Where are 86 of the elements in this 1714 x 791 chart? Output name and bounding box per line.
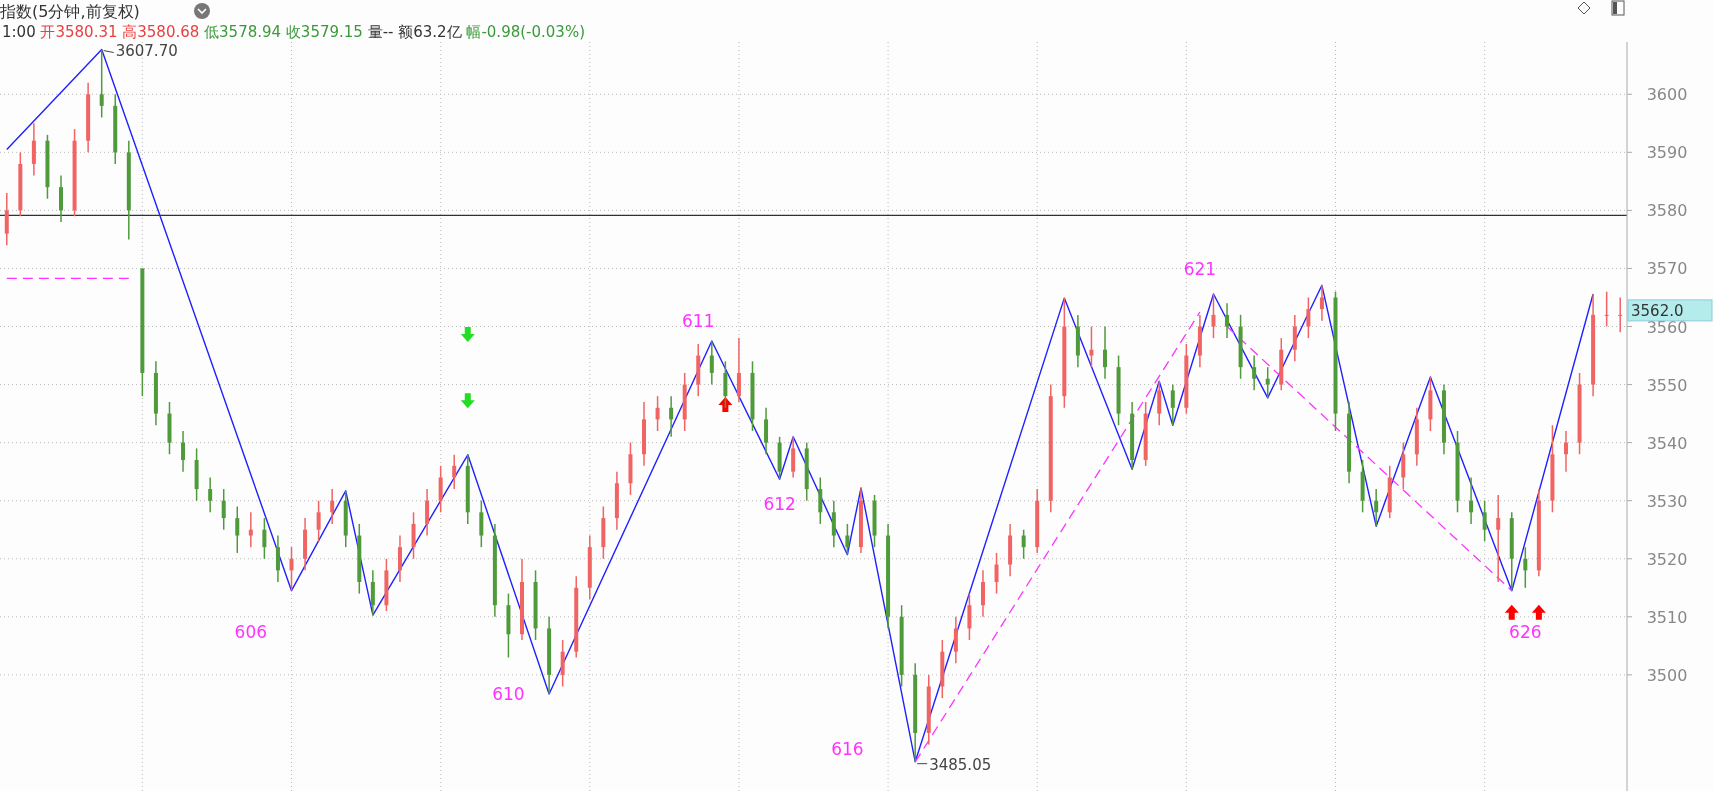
wave-label: 610	[492, 684, 525, 705]
candlestick	[845, 523, 850, 556]
chart-title: 指数(5分钟,前复权)	[0, 2, 140, 21]
candlestick	[1157, 380, 1162, 426]
data-label: 3485.05	[929, 755, 992, 774]
candlestick	[831, 499, 836, 548]
candlestick	[1482, 499, 1487, 543]
text: 收3579.15	[285, 23, 368, 41]
candlestick	[1374, 488, 1379, 527]
candlestick	[289, 546, 294, 592]
data-label: 3607.70	[115, 41, 178, 60]
wave-label: 612	[763, 494, 796, 515]
text: 量--	[367, 23, 399, 41]
price-tag: 3562.0	[1627, 299, 1713, 322]
candlestick	[655, 395, 660, 432]
candlestick	[1265, 366, 1270, 399]
candlestick	[560, 639, 565, 688]
candlestick	[1604, 290, 1609, 328]
candlestick	[1523, 546, 1528, 589]
candlestick	[425, 488, 430, 537]
candlestick	[723, 360, 728, 409]
candlestick	[31, 122, 36, 177]
candlestick	[248, 511, 253, 548]
candlestick	[1170, 383, 1175, 426]
candlestick	[1225, 302, 1230, 339]
candlestick	[99, 48, 104, 119]
y-tick-label: 3540	[1646, 433, 1688, 453]
wave-label: 616	[831, 738, 864, 759]
candlestick	[980, 569, 985, 618]
candlestick	[479, 499, 484, 548]
candlestick	[709, 340, 714, 386]
candlestick	[1401, 441, 1406, 490]
candlestick	[1319, 284, 1324, 322]
y-tick-label: 3510	[1646, 607, 1688, 627]
candlestick	[1103, 325, 1107, 380]
candlestick	[1496, 494, 1501, 583]
candlestick	[967, 592, 972, 641]
y-tick-label: 3550	[1646, 375, 1688, 395]
candlestick	[262, 517, 267, 560]
wave-label: 606	[234, 621, 268, 642]
y-tick-label: 3600	[1646, 85, 1688, 105]
candlestick	[370, 569, 375, 616]
candlestick	[1292, 314, 1297, 363]
y-tick-label: 3590	[1646, 143, 1688, 163]
candlestick	[208, 476, 213, 514]
candlestick	[764, 407, 769, 455]
text: 高3580.68	[122, 23, 205, 41]
candlestick	[791, 436, 796, 479]
candlestick	[275, 534, 280, 583]
candlestick	[1618, 296, 1623, 334]
candlestick	[994, 552, 999, 595]
candlestick	[1252, 354, 1257, 392]
wave-label: 621	[1183, 259, 1217, 279]
candlestick	[411, 511, 416, 560]
candlestick	[221, 488, 226, 531]
candlestick	[4, 192, 9, 246]
candlestick	[1306, 296, 1311, 339]
candlestick	[669, 395, 674, 438]
candlestick	[818, 476, 823, 525]
text: 开3580.31	[40, 23, 123, 41]
candlestick	[953, 616, 958, 665]
candlestick	[181, 430, 186, 473]
candlestick	[316, 499, 321, 543]
y-tick-label: 3570	[1646, 259, 1688, 279]
candlestick	[438, 465, 443, 514]
y-tick-label: 3500	[1646, 665, 1688, 685]
candlestick	[1211, 293, 1216, 339]
wave-label: 626	[1509, 621, 1542, 642]
text: 额63.2亿	[398, 23, 467, 41]
wave-label: 611	[682, 310, 715, 331]
text: 低3578.94	[204, 23, 286, 41]
y-tick-label: 3530	[1646, 491, 1688, 511]
candlestick	[1563, 430, 1568, 473]
candlestick	[330, 488, 335, 525]
y-tick-label: 3580	[1646, 201, 1688, 221]
candlestick	[452, 454, 457, 490]
candlestick	[1089, 325, 1094, 368]
candlestick	[1469, 476, 1474, 525]
text: 1:00	[2, 23, 41, 41]
candlestick	[59, 174, 64, 223]
text: 幅-0.98(-0.03%)	[466, 23, 585, 41]
candlestick	[736, 337, 741, 403]
y-tick-label: 3520	[1646, 549, 1688, 569]
candlestick	[235, 505, 240, 554]
candlestick	[1021, 528, 1026, 560]
candlestick	[397, 534, 402, 583]
